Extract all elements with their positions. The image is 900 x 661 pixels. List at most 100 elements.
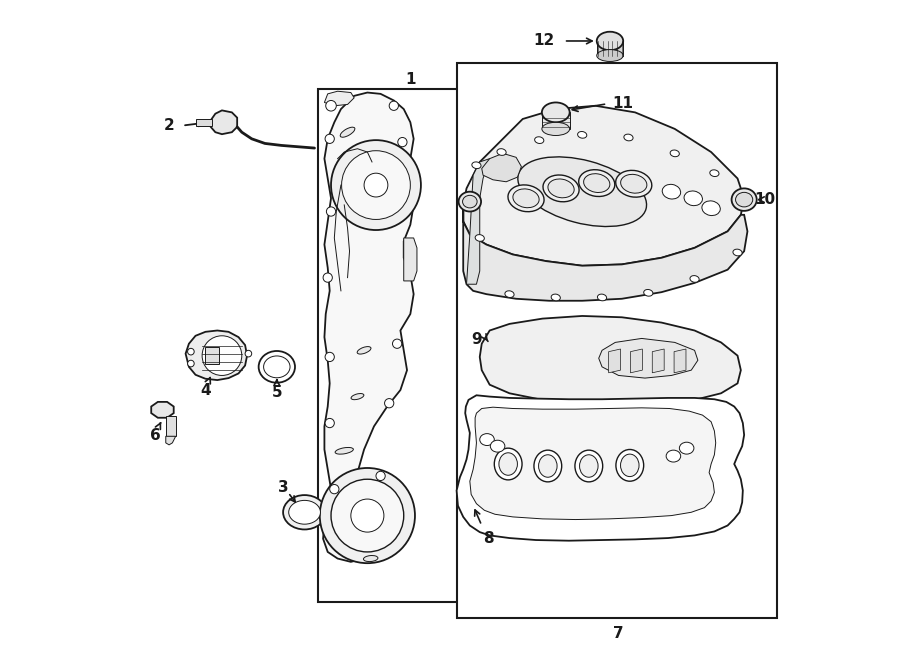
Ellipse shape <box>733 249 742 256</box>
Text: 1: 1 <box>405 72 416 87</box>
Ellipse shape <box>351 393 364 400</box>
Polygon shape <box>542 112 570 129</box>
Polygon shape <box>404 238 417 281</box>
Ellipse shape <box>543 175 579 202</box>
Ellipse shape <box>505 291 514 297</box>
Ellipse shape <box>548 179 574 198</box>
Ellipse shape <box>597 50 623 61</box>
Circle shape <box>187 348 194 355</box>
Bar <box>456 63 778 618</box>
Circle shape <box>398 137 407 147</box>
Polygon shape <box>608 349 620 373</box>
Ellipse shape <box>684 191 702 206</box>
Polygon shape <box>166 436 176 445</box>
Ellipse shape <box>616 449 644 481</box>
Text: 12: 12 <box>533 34 554 48</box>
Ellipse shape <box>690 276 699 282</box>
Ellipse shape <box>583 174 610 192</box>
Bar <box>195 119 212 126</box>
Ellipse shape <box>735 202 744 208</box>
Ellipse shape <box>702 201 720 215</box>
Text: 7: 7 <box>613 626 624 641</box>
Polygon shape <box>185 330 248 380</box>
Polygon shape <box>211 110 238 134</box>
Polygon shape <box>480 316 741 405</box>
Text: 2: 2 <box>164 118 175 133</box>
Ellipse shape <box>534 450 562 482</box>
Polygon shape <box>151 402 174 418</box>
Text: 10: 10 <box>754 192 775 207</box>
Ellipse shape <box>598 294 607 301</box>
Ellipse shape <box>579 170 615 196</box>
Ellipse shape <box>620 454 639 477</box>
Ellipse shape <box>499 453 517 475</box>
Ellipse shape <box>475 235 484 241</box>
Ellipse shape <box>357 346 371 354</box>
Circle shape <box>320 468 415 563</box>
Ellipse shape <box>624 134 633 141</box>
Circle shape <box>351 499 384 532</box>
Ellipse shape <box>364 555 378 562</box>
Circle shape <box>392 339 401 348</box>
Ellipse shape <box>551 294 561 301</box>
Circle shape <box>384 399 394 408</box>
Circle shape <box>325 352 334 362</box>
Circle shape <box>326 100 337 111</box>
Polygon shape <box>674 349 686 373</box>
Text: 5: 5 <box>272 385 282 400</box>
Ellipse shape <box>289 500 320 524</box>
Ellipse shape <box>284 495 326 529</box>
Ellipse shape <box>472 162 481 169</box>
Circle shape <box>329 485 339 494</box>
Polygon shape <box>631 349 643 373</box>
Ellipse shape <box>578 132 587 138</box>
Polygon shape <box>324 91 355 106</box>
Ellipse shape <box>494 448 522 480</box>
Ellipse shape <box>680 442 694 454</box>
Ellipse shape <box>735 192 752 207</box>
Polygon shape <box>470 407 716 520</box>
Ellipse shape <box>340 127 355 137</box>
Ellipse shape <box>670 150 680 157</box>
Polygon shape <box>464 106 744 266</box>
Bar <box>318 89 473 602</box>
Polygon shape <box>466 159 490 284</box>
Ellipse shape <box>497 149 506 155</box>
Ellipse shape <box>508 185 544 212</box>
Ellipse shape <box>575 450 603 482</box>
Ellipse shape <box>732 188 757 211</box>
Ellipse shape <box>621 175 647 193</box>
Bar <box>166 416 176 436</box>
Text: 11: 11 <box>612 97 633 111</box>
Ellipse shape <box>535 137 544 143</box>
Circle shape <box>327 207 336 216</box>
Polygon shape <box>323 93 414 562</box>
Circle shape <box>187 360 194 367</box>
Polygon shape <box>652 349 664 373</box>
Circle shape <box>245 350 252 357</box>
Text: 6: 6 <box>150 428 161 444</box>
Circle shape <box>331 140 421 230</box>
Circle shape <box>389 101 399 110</box>
Ellipse shape <box>491 440 505 452</box>
Polygon shape <box>456 395 744 541</box>
Polygon shape <box>482 153 521 182</box>
Circle shape <box>325 134 334 143</box>
Ellipse shape <box>666 450 680 462</box>
Polygon shape <box>464 205 747 301</box>
Ellipse shape <box>258 351 295 383</box>
Ellipse shape <box>662 184 680 199</box>
Ellipse shape <box>538 455 557 477</box>
Text: 4: 4 <box>200 383 211 399</box>
Ellipse shape <box>335 447 354 454</box>
Circle shape <box>376 471 385 481</box>
Ellipse shape <box>459 192 482 212</box>
Circle shape <box>323 273 332 282</box>
Ellipse shape <box>616 171 652 197</box>
Polygon shape <box>597 41 623 56</box>
Circle shape <box>331 479 404 552</box>
Circle shape <box>342 151 410 219</box>
Text: 9: 9 <box>471 332 482 346</box>
Ellipse shape <box>542 102 570 122</box>
Ellipse shape <box>264 356 290 378</box>
